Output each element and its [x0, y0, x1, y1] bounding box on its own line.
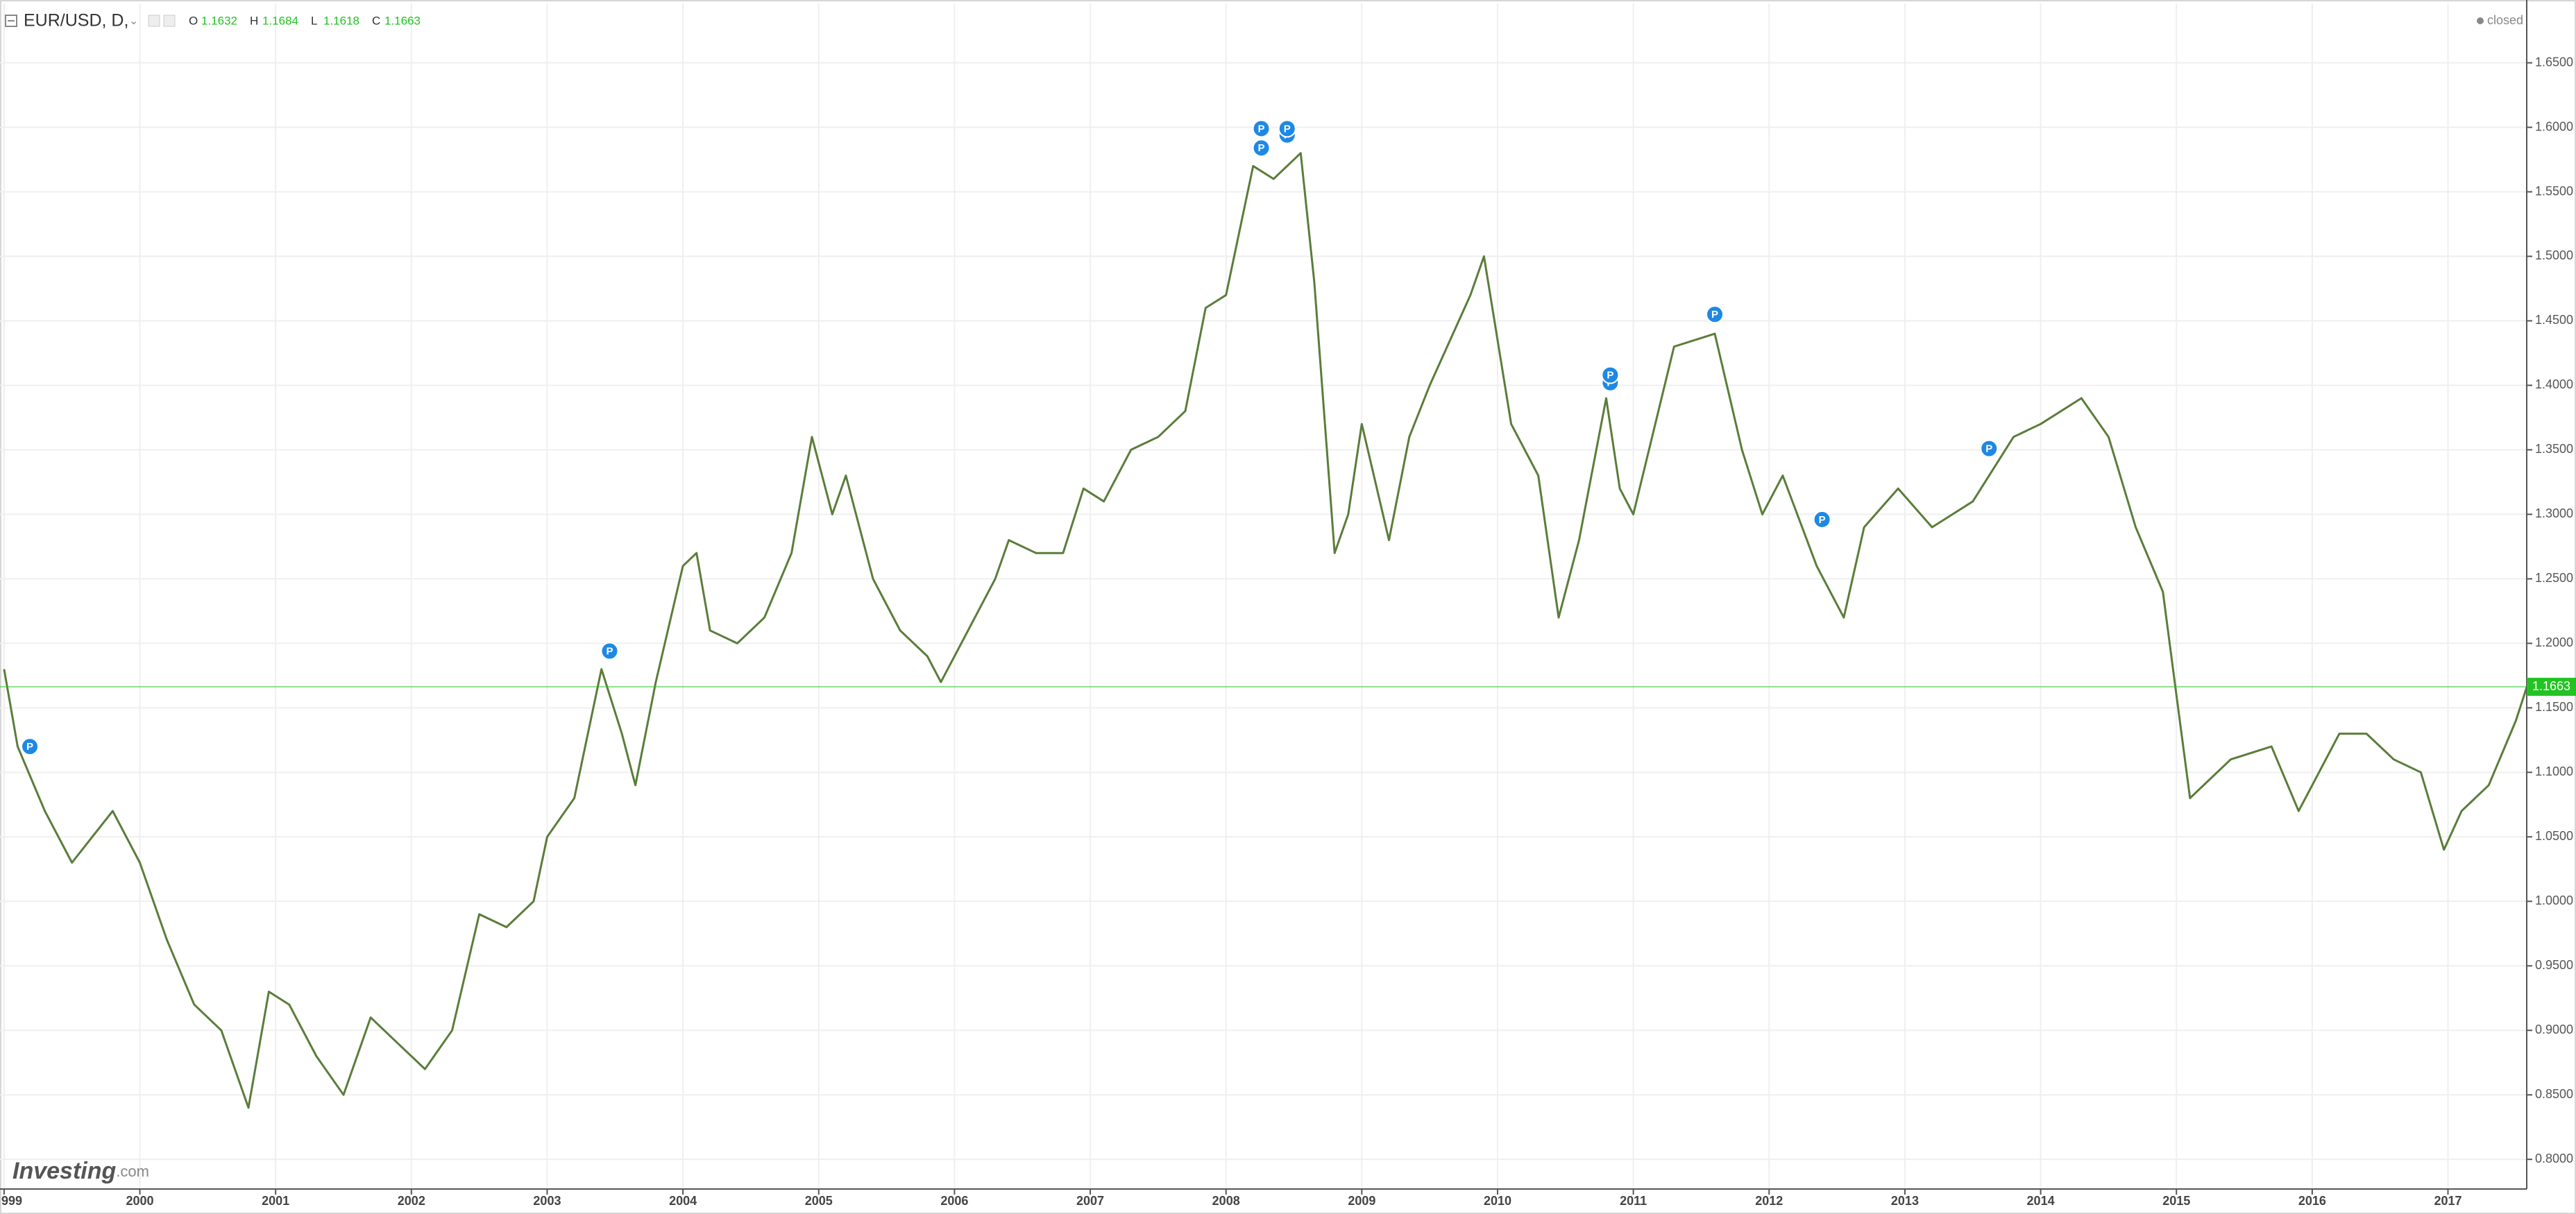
- marker-dot: [1706, 305, 1725, 324]
- y-tick-label: 1.5500: [2535, 184, 2573, 198]
- ohlc-key: L: [311, 14, 317, 27]
- y-tick-label: 1.6500: [2535, 55, 2573, 69]
- y-tick-label: 1.3000: [2535, 506, 2573, 520]
- pattern-marker[interactable]: P: [600, 642, 619, 660]
- x-tick-label: 2000: [126, 1194, 153, 1208]
- marker-label: P: [1985, 443, 1992, 455]
- marker-label: P: [1711, 309, 1718, 320]
- y-tick-label: 1.6000: [2535, 119, 2573, 133]
- x-tick-label: 2011: [1620, 1194, 1647, 1208]
- y-tick-label: 1.2500: [2535, 571, 2573, 585]
- marker-dot: [600, 642, 619, 660]
- x-tick-label: 2006: [940, 1194, 968, 1208]
- last-price-box: [2527, 678, 2576, 696]
- x-tick-label: 2008: [1212, 1194, 1240, 1208]
- pattern-marker[interactable]: P: [1813, 510, 1831, 529]
- ohlc-key: H: [250, 14, 258, 27]
- y-tick-label: 1.3500: [2535, 442, 2573, 456]
- x-tick-label: 2014: [2027, 1194, 2055, 1208]
- status-dot: [2477, 17, 2484, 24]
- y-tick-label: 1.5000: [2535, 248, 2573, 262]
- collapse-button[interactable]: [5, 15, 17, 27]
- y-tick-label: 1.0000: [2535, 894, 2573, 907]
- marker-label: P: [1258, 123, 1265, 135]
- ohlc-value: 1.1632: [201, 14, 237, 27]
- marker-label: P: [1819, 514, 1826, 526]
- settings-button[interactable]: [148, 15, 160, 27]
- pattern-marker[interactable]: P: [1706, 305, 1725, 324]
- price-line: [3, 152, 2528, 1109]
- ohlc-value: 1.1684: [262, 14, 298, 27]
- x-tick-label: 2015: [2162, 1194, 2190, 1208]
- y-tick-label: 1.1500: [2535, 700, 2573, 714]
- x-tick-label: 2007: [1076, 1194, 1104, 1208]
- x-tick-label: 2010: [1484, 1194, 1511, 1208]
- y-tick-label: 0.8000: [2535, 1152, 2573, 1165]
- y-tick-label: 1.1000: [2535, 764, 2573, 778]
- x-tick-label: 2002: [398, 1194, 425, 1208]
- y-tick-label: 1.4000: [2535, 377, 2573, 391]
- marker-dot: [1252, 119, 1271, 138]
- y-tick-label: 0.9500: [2535, 958, 2573, 972]
- marker-label: P: [1258, 142, 1265, 154]
- marker-dot: [1980, 439, 1999, 458]
- marker-dot: [1252, 139, 1271, 157]
- pattern-marker[interactable]: P: [1252, 119, 1271, 138]
- x-tick-label: 2004: [669, 1194, 697, 1208]
- market-status: closed: [2487, 13, 2523, 27]
- marker-dot: [21, 737, 40, 756]
- ohlc-key: C: [372, 14, 380, 27]
- pattern-marker[interactable]: P: [1278, 119, 1296, 138]
- marker-label: P: [606, 646, 613, 658]
- symbol-dropdown[interactable]: ⌄: [129, 15, 138, 27]
- x-tick-label: 999: [1, 1194, 22, 1208]
- marker-dot: [1601, 366, 1620, 384]
- ohlc-value: 1.1663: [384, 14, 421, 27]
- ohlc-value: 1.1618: [323, 14, 359, 27]
- x-tick-label: 2012: [1755, 1194, 1783, 1208]
- last-price-label: 1.1663: [2532, 679, 2570, 693]
- symbol-title[interactable]: EUR/USD, D,: [24, 11, 128, 31]
- y-tick-label: 1.2000: [2535, 635, 2573, 649]
- marker-label: P: [1284, 123, 1291, 135]
- x-tick-label: 2016: [2298, 1194, 2326, 1208]
- marker-label: P: [1607, 370, 1613, 382]
- y-tick-label: 0.8500: [2535, 1087, 2573, 1101]
- x-tick-label: 2001: [262, 1194, 289, 1208]
- pattern-marker[interactable]: P: [1980, 439, 1999, 458]
- pattern-marker[interactable]: P: [1601, 366, 1620, 384]
- x-tick-label: 2013: [1891, 1194, 1919, 1208]
- pattern-marker[interactable]: P: [21, 737, 40, 756]
- y-tick-label: 0.9000: [2535, 1023, 2573, 1036]
- x-tick-label: 2003: [533, 1194, 561, 1208]
- remove-button[interactable]: [163, 15, 176, 27]
- x-tick-label: 2009: [1348, 1194, 1375, 1208]
- pattern-marker[interactable]: P: [1252, 139, 1271, 157]
- ohlc-key: O: [189, 14, 198, 27]
- watermark: Investing.com: [12, 1158, 149, 1184]
- watermark-suffix: .com: [116, 1163, 149, 1180]
- x-tick-label: 2017: [2434, 1194, 2462, 1208]
- marker-dot: [1278, 119, 1296, 138]
- y-tick-label: 1.4500: [2535, 313, 2573, 327]
- y-tick-label: 1.0500: [2535, 829, 2573, 843]
- marker-dot: [1813, 510, 1831, 529]
- watermark-name: Investing: [12, 1158, 116, 1184]
- x-tick-label: 2005: [805, 1194, 833, 1208]
- marker-label: P: [26, 741, 33, 753]
